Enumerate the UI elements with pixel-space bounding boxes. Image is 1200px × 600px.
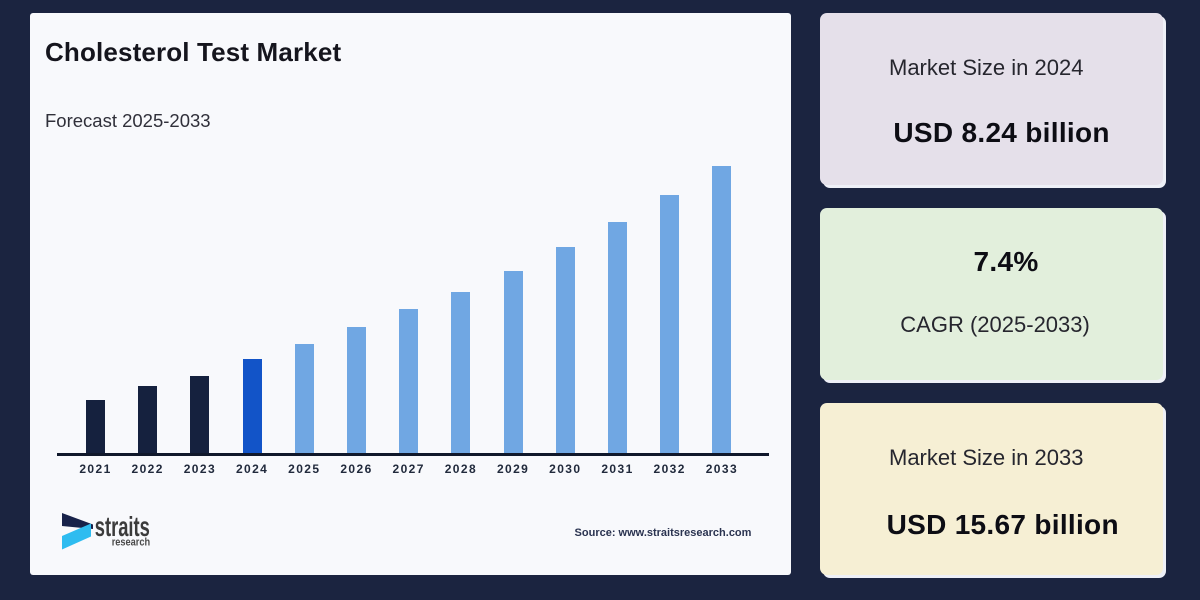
svg-text:research: research: [112, 537, 150, 549]
svg-text:straits: straits: [95, 512, 150, 543]
